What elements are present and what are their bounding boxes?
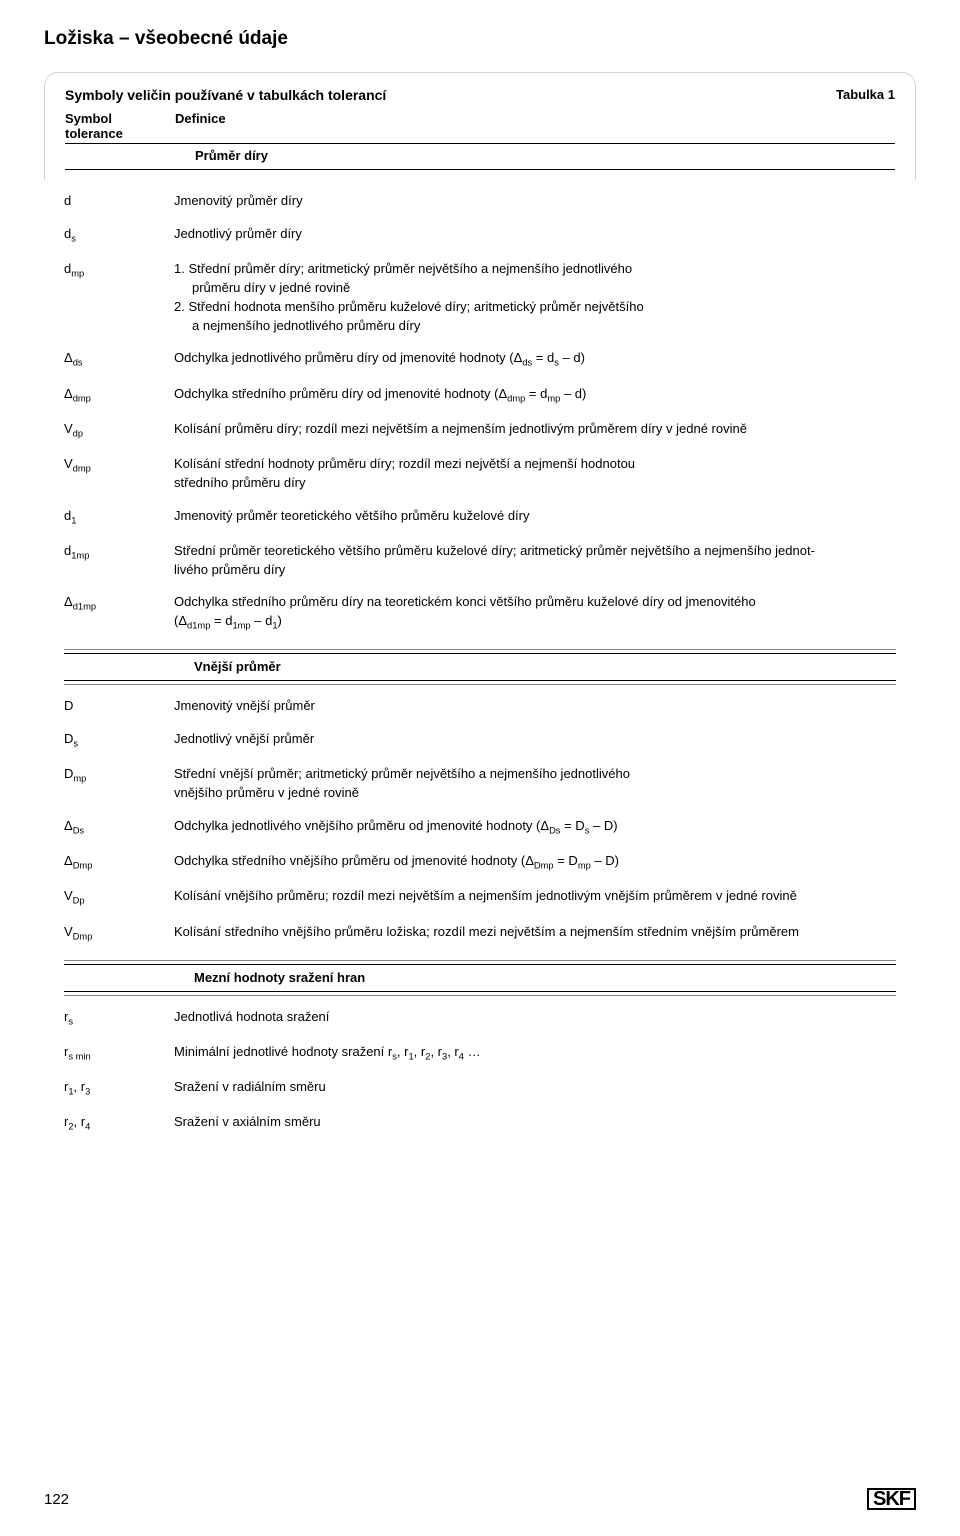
- table-row: Vdmp Kolísání střední hodnoty průměru dí…: [64, 455, 896, 493]
- table-row: dmp 1. Střední průměr díry; aritmetický …: [64, 260, 896, 335]
- table-row: DJmenovitý vnější průměr: [64, 697, 896, 716]
- table-row: DsJednotlivý vnější průměr: [64, 730, 896, 751]
- section-chamfer: Mezní hodnoty sražení hran: [64, 964, 896, 992]
- page-number: 122: [44, 1491, 69, 1508]
- table-row: dsJednotlivý průměr díry: [64, 225, 896, 246]
- table-row: rsJednotlivá hodnota sražení: [64, 1008, 896, 1029]
- hdr-symbol: Symbol: [65, 111, 175, 126]
- hdr-tolerance: tolerance: [65, 126, 175, 141]
- page-title: Ložiska – všeobecné údaje: [44, 28, 916, 50]
- rows-bore: dJmenovitý průměr díry dsJednotlivý prům…: [64, 180, 896, 649]
- hdr-definition: Definice: [175, 111, 226, 141]
- skf-logo: SKF: [867, 1488, 916, 1510]
- table-row: d1Jmenovitý průměr teoretického většího …: [64, 507, 896, 528]
- table-number: Tabulka 1: [836, 87, 895, 102]
- table-row: VDmpKolísání středního vnějšího průměru …: [64, 923, 896, 944]
- table-row: Dmp Střední vnější průměr; aritmetický p…: [64, 765, 896, 803]
- table-row: ΔDmpOdchylka středního vnějšího průměru …: [64, 852, 896, 873]
- table-row: ΔdmpOdchylka středního průměru díry od j…: [64, 385, 896, 406]
- table-row: dJmenovitý průměr díry: [64, 192, 896, 211]
- table-row: ΔdsOdchylka jednotlivého průměru díry od…: [64, 349, 896, 370]
- card-title: Symboly veličin používané v tabulkách to…: [65, 87, 895, 103]
- page-footer: 122 SKF: [44, 1488, 916, 1510]
- table-row: r2, r4Sražení v axiálním směru: [64, 1113, 896, 1134]
- table-row: r1, r3Sražení v radiálním směru: [64, 1078, 896, 1099]
- table-row: VdpKolísání průměru díry; rozdíl mezi ne…: [64, 420, 896, 441]
- rows-outer: DJmenovitý vnější průměr DsJednotlivý vn…: [64, 685, 896, 959]
- rows-chamfer: rsJednotlivá hodnota sražení rs minMinim…: [64, 996, 896, 1151]
- table-row: rs minMinimální jednotlivé hodnoty sraže…: [64, 1043, 896, 1064]
- header-row: Symbol tolerance Definice: [65, 111, 895, 141]
- table-row: VDpKolísání vnějšího průměru; rozdíl mez…: [64, 887, 896, 908]
- table-row: Δd1mp Odchylka středního průměru díry na…: [64, 593, 896, 633]
- section-outer-diameter: Vnější průměr: [64, 653, 896, 681]
- table-row: ΔDsOdchylka jednotlivého vnějšího průměr…: [64, 817, 896, 838]
- table-card: Tabulka 1 Symboly veličin používané v ta…: [44, 72, 916, 180]
- table-row: d1mp Střední průměr teoretického většího…: [64, 542, 896, 580]
- section-bore-diameter: Průměr díry: [65, 143, 895, 170]
